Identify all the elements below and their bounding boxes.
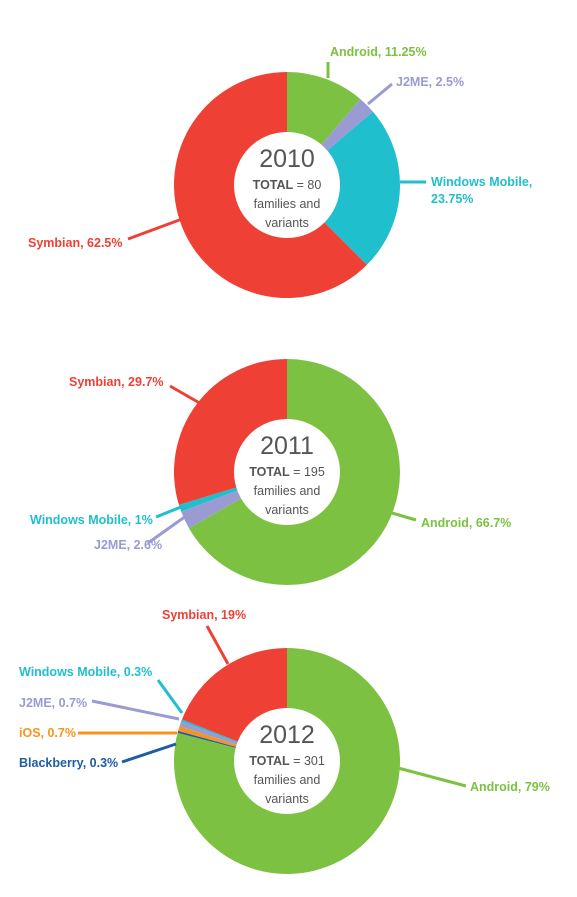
donut-hole (234, 132, 340, 238)
slice-label-android: Android, 66.7% (421, 516, 511, 530)
chart-year: 2011 (260, 432, 314, 460)
donut-chart-2010: 2010 TOTAL = 80 families and variants Androi… (28, 45, 532, 298)
slice-label-symbian: Symbian, 62.5% (28, 236, 123, 250)
total-label: TOTAL = 301 (249, 754, 325, 768)
slice-windows-mobile (287, 111, 401, 265)
slice-label-j2me: J2ME, 2.6% (94, 538, 162, 552)
leader-line-symbian (169, 384, 204, 407)
leader-line-j2me (147, 514, 187, 545)
total-label: TOTAL = 195 (249, 465, 325, 479)
slice-label-windows-mobile: Windows Mobile, 1% (30, 513, 153, 527)
slice-label-windows-mobile: 23.75% (431, 192, 473, 206)
leader-line-symbian (127, 217, 183, 241)
leader-line-j2me (91, 699, 180, 721)
donut-chart-2011: 2011 TOTAL = 195 families and variants Andro… (30, 359, 511, 585)
donut-hole (234, 419, 340, 525)
leader-line-j2me (367, 82, 393, 106)
donut-chart-2012: 2012 TOTAL = 301 families and variants Andro… (19, 608, 550, 874)
leader-line-windows-mobile (155, 503, 187, 519)
slice-label-windows-mobile: Windows Mobile, (431, 175, 532, 189)
slice-label-symbian: Symbian, 29.7% (69, 375, 164, 389)
leader-line-android (397, 766, 467, 788)
total-subtitle-line: families and (254, 484, 321, 498)
slice-label-j2me: J2ME, 0.7% (19, 696, 87, 710)
total-label: TOTAL = 80 (253, 178, 322, 192)
leader-line-blackberry (121, 742, 177, 764)
slice-label-windows-mobile: Windows Mobile, 0.3% (19, 665, 152, 679)
slice-label-symbian: Symbian, 19% (162, 608, 246, 622)
total-subtitle-line: variants (265, 792, 309, 806)
total-subtitle-line: families and (254, 197, 321, 211)
slice-label-j2me: J2ME, 2.5% (396, 75, 464, 89)
slice-label-blackberry: Blackberry, 0.3% (19, 756, 118, 770)
slice-label-ios: iOS, 0.7% (19, 726, 76, 740)
slice-label-android: Android, 79% (470, 780, 550, 794)
chart-year: 2012 (259, 721, 315, 749)
leader-line-windows-mobile (156, 679, 184, 714)
total-subtitle-line: variants (265, 216, 309, 230)
leader-line-android (391, 511, 417, 522)
total-subtitle-line: variants (265, 503, 309, 517)
leader-line-symbian (205, 625, 230, 665)
chart-year: 2010 (259, 145, 315, 173)
total-subtitle-line: families and (254, 773, 321, 787)
donut-hole (234, 708, 340, 814)
slice-label-android: Android, 11.25% (330, 45, 427, 59)
